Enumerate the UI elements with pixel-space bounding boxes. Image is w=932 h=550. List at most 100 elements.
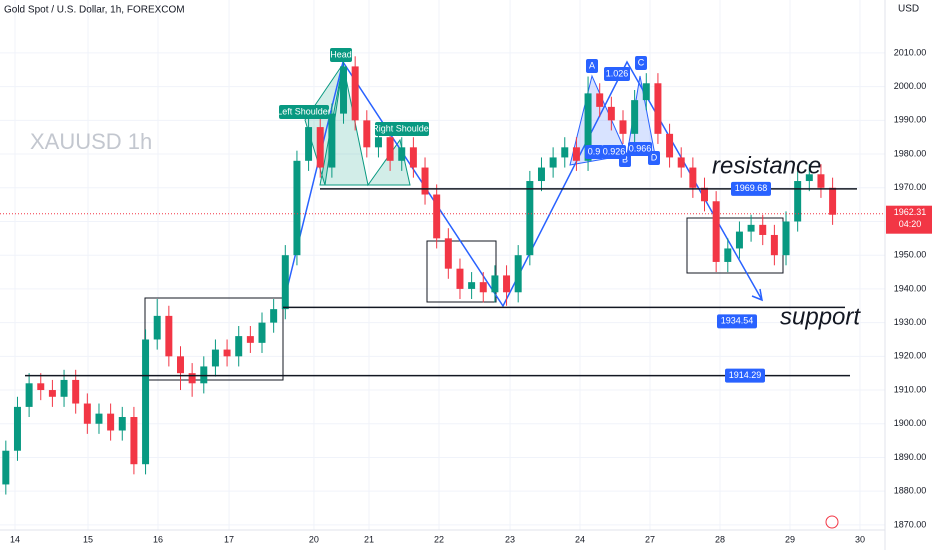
candle-body <box>619 120 627 134</box>
candle-body <box>689 167 697 188</box>
candle-body <box>444 238 452 269</box>
candle-body <box>351 66 359 121</box>
candle-body <box>759 224 767 235</box>
candle-body <box>25 383 33 407</box>
harmonic-point-box <box>635 56 647 70</box>
harmonic-ratio: 0.966 <box>629 143 652 153</box>
candle-body <box>642 83 650 101</box>
y-tick-label: 1970.00 <box>894 182 927 192</box>
annotation: support <box>780 303 861 330</box>
harmonic-ratio-box <box>604 67 630 81</box>
x-tick-label: 16 <box>153 534 163 544</box>
harmonic-ratio-box <box>585 145 603 159</box>
x-tick-label: 20 <box>309 534 319 544</box>
candle-body <box>514 255 522 293</box>
candle-body <box>817 174 825 188</box>
level-label-box <box>725 368 765 383</box>
candle-body <box>258 322 266 343</box>
candle-body <box>374 137 382 148</box>
icon[interactable] <box>825 515 839 529</box>
y-tick-label: 1900.00 <box>894 418 927 428</box>
candle-body <box>456 268 464 289</box>
harmonic-point: A <box>589 60 595 70</box>
candle-body <box>829 187 837 215</box>
candle-body <box>770 234 778 256</box>
candle-body <box>363 120 371 148</box>
candle-body <box>398 147 406 161</box>
harmonic-ratio-box <box>602 145 626 159</box>
candle-body <box>83 403 91 424</box>
level-label: 1934.54 <box>721 316 754 326</box>
candle-body <box>631 100 639 134</box>
annotation: resistance <box>712 152 821 179</box>
currency-label: USD <box>898 4 919 15</box>
x-tick-label: 27 <box>645 534 655 544</box>
candle-body <box>735 231 743 249</box>
harmonic-point: D <box>651 152 658 162</box>
candle-body <box>584 93 592 161</box>
level-label-box <box>731 181 771 196</box>
candle-body <box>491 275 499 293</box>
candle-body <box>537 167 545 182</box>
y-tick-label: 1910.00 <box>894 384 927 394</box>
candle-body <box>409 147 417 168</box>
candle-body <box>386 137 394 161</box>
x-tick-label: 23 <box>505 534 515 544</box>
candle-body <box>701 187 708 202</box>
candle-body <box>2 450 10 485</box>
y-tick-label: 1880.00 <box>894 486 927 496</box>
pattern-label: Right Shoulder <box>372 123 432 133</box>
chart-title: Gold Spot / U.S. Dollar, 1h, FOREXCOM <box>4 5 185 16</box>
candle-body <box>724 248 732 262</box>
candle-body <box>561 147 569 158</box>
range-box <box>426 240 497 303</box>
harmonic-ratio: 0.9 <box>588 146 601 156</box>
harmonic-ratio-box <box>628 142 652 156</box>
candle-body <box>177 356 184 374</box>
candle-body <box>153 315 161 340</box>
candle-body <box>270 309 278 323</box>
candles <box>2 56 837 495</box>
range-box <box>144 297 284 381</box>
harmonic-point: C <box>638 57 645 67</box>
x-tick-label: 24 <box>575 534 585 544</box>
candle-body <box>596 93 604 107</box>
candle-body <box>60 379 68 397</box>
candle-body <box>165 315 173 357</box>
pattern-label-box <box>375 122 429 136</box>
y-tick-label: 1920.00 <box>894 351 927 361</box>
candle-body <box>235 336 243 357</box>
level-label-box <box>717 314 757 329</box>
candle-body <box>479 282 487 293</box>
candle-body <box>188 373 196 384</box>
y-tick-label: 1870.00 <box>894 519 927 529</box>
candle-body <box>712 201 720 262</box>
y-tick-label: 2000.00 <box>894 81 927 91</box>
y-tick-label: 1930.00 <box>894 317 927 327</box>
candle-body <box>142 339 150 465</box>
candle-body <box>549 157 557 168</box>
candle-body <box>223 349 231 357</box>
candle-body <box>666 133 674 158</box>
candle-body <box>805 174 813 182</box>
x-tick-label: 15 <box>83 534 93 544</box>
y-tick-label: 1950.00 <box>894 250 927 260</box>
candle-body <box>246 336 254 343</box>
pattern-label: Left Shoulder <box>277 106 331 116</box>
candle-body <box>118 417 126 431</box>
candle-body <box>340 66 348 114</box>
x-tick-label: 22 <box>434 534 444 544</box>
watermark: XAUUSD 1h <box>30 129 152 154</box>
candle-body <box>794 181 802 222</box>
candle-body <box>72 379 80 404</box>
x-tick-label: 28 <box>715 534 725 544</box>
candle-body <box>281 255 289 310</box>
candle-body <box>13 406 21 451</box>
pattern-label-box <box>330 48 352 62</box>
candle-body <box>316 127 324 168</box>
candle-body <box>782 221 790 256</box>
candle-body <box>677 157 685 168</box>
pattern-label: Head <box>330 49 352 59</box>
